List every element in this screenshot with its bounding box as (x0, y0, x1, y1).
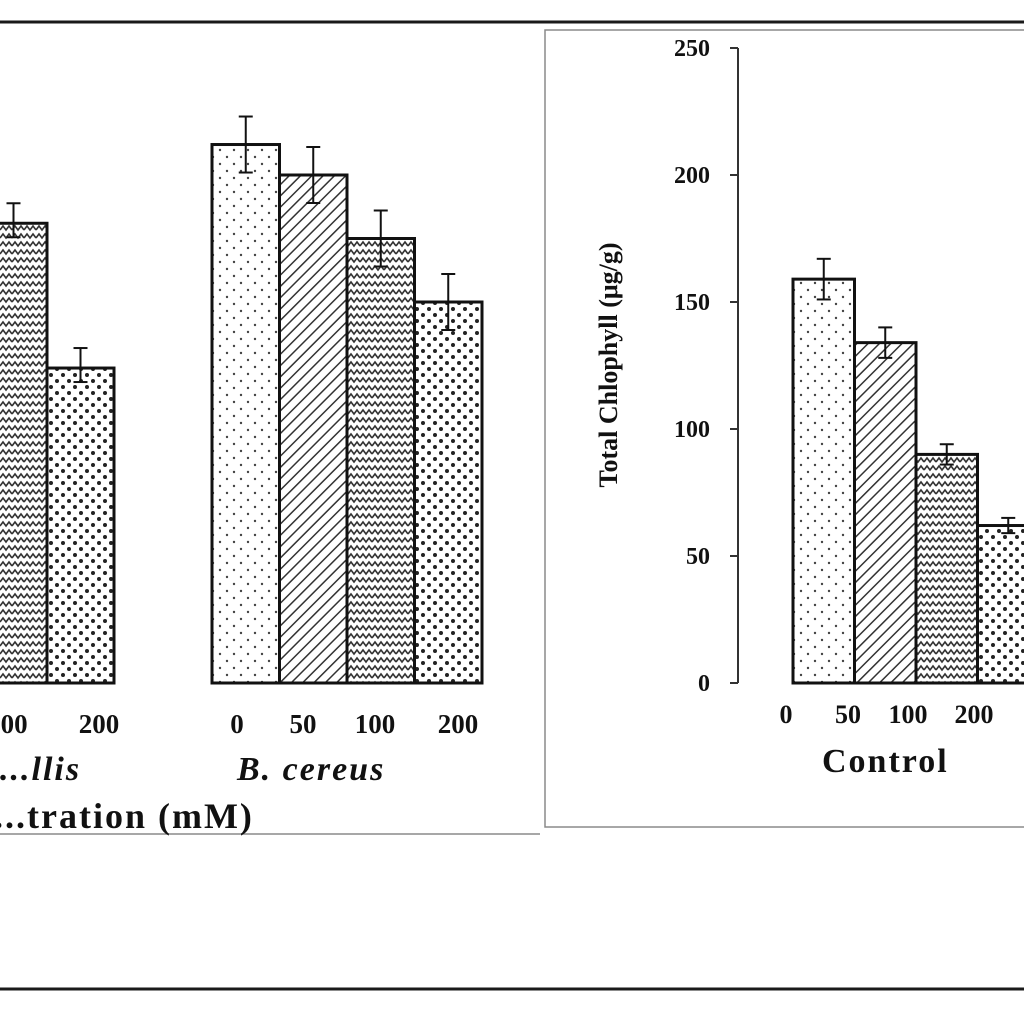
bar-group1-2 (0, 221, 49, 685)
x-tick-label: 50 (835, 700, 861, 729)
errorbar-control-50 (878, 326, 893, 359)
bar-control-50 (853, 341, 918, 685)
group-label-partial: ...llis (0, 751, 81, 788)
errorbar-b-cereus-100 (373, 209, 388, 268)
right-x-tick-labels: 0 50 100 200 (780, 700, 994, 729)
bar-control-0 (791, 277, 856, 685)
errorbar-control-100 (939, 443, 954, 466)
errorbar-group1-2 (6, 202, 21, 239)
bar-group1-3 (45, 366, 116, 685)
group-label-b-cereus: B. cereus (236, 751, 385, 788)
x-tick-label: 0 (230, 709, 244, 739)
left-panel: ...00 200 0 50 100 200 ...llis B. cereus ...t… (0, 115, 540, 836)
bar-control-200 (976, 524, 1024, 685)
y-axis-ticks: 0 50 100 150 200 250 (674, 36, 738, 697)
y-tick-label: 0 (698, 671, 710, 697)
bar-b-cereus-200 (413, 300, 484, 685)
errorbar-b-cereus-50 (306, 146, 321, 204)
y-axis-title: Total Chlophyll (μg/g) (594, 243, 623, 488)
errorbar-b-cereus-0 (238, 115, 253, 174)
right-bars (791, 257, 1024, 685)
x-tick-label: 0 (780, 700, 793, 729)
bar-b-cereus-50 (278, 173, 349, 685)
bar-b-cereus-0 (210, 143, 281, 685)
x-tick-label: 200 (79, 709, 120, 739)
right-panel: 0 50 100 150 200 250 Total Chlophyll (μg/g) 0… (544, 29, 1024, 828)
errorbar-control-200 (1001, 516, 1016, 535)
right-panel-border (544, 29, 1024, 828)
bar-control-100 (914, 452, 979, 685)
group-label-control: Control (822, 743, 949, 780)
x-tick-label: 50 (290, 709, 317, 739)
y-tick-label: 200 (674, 163, 710, 189)
x-axis-title: ...tration (mM) (0, 796, 254, 836)
left-x-tick-labels: ...00 200 0 50 100 200 (0, 709, 478, 739)
y-tick-label: 100 (674, 417, 710, 443)
y-tick-label: 250 (674, 36, 710, 62)
x-tick-label: 100 (355, 709, 396, 739)
x-tick-label: 100 (889, 700, 928, 729)
errorbar-control-0 (816, 257, 831, 301)
x-tick-label: ...00 (0, 709, 28, 739)
y-tick-label: 50 (686, 544, 710, 570)
bar-b-cereus-100 (345, 237, 416, 685)
y-tick-label: 150 (674, 290, 710, 316)
errorbar-group1-3 (73, 347, 88, 384)
errorbar-b-cereus-200 (441, 273, 456, 331)
x-tick-label: 200 (955, 700, 994, 729)
x-tick-label: 200 (438, 709, 479, 739)
left-bars (0, 115, 484, 685)
